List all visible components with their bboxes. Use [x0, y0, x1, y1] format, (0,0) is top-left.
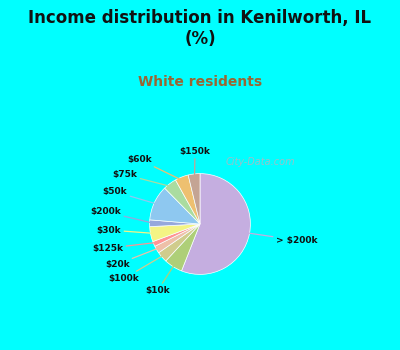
Wedge shape	[166, 224, 200, 271]
Text: City-Data.com: City-Data.com	[226, 156, 295, 167]
Wedge shape	[153, 224, 200, 246]
Text: > $200k: > $200k	[248, 233, 317, 245]
Text: $20k: $20k	[105, 248, 158, 269]
Text: $50k: $50k	[103, 187, 155, 204]
Wedge shape	[176, 175, 200, 224]
Wedge shape	[155, 224, 200, 253]
Text: White residents: White residents	[138, 75, 262, 89]
Text: $10k: $10k	[145, 266, 174, 295]
Wedge shape	[188, 174, 200, 224]
Text: $100k: $100k	[109, 256, 162, 283]
Wedge shape	[150, 220, 200, 227]
Wedge shape	[182, 174, 250, 274]
Wedge shape	[150, 224, 200, 241]
Text: $125k: $125k	[92, 243, 155, 253]
Wedge shape	[165, 180, 200, 224]
Wedge shape	[159, 224, 200, 261]
Text: Income distribution in Kenilworth, IL
(%): Income distribution in Kenilworth, IL (%…	[28, 9, 372, 48]
Text: $75k: $75k	[113, 170, 170, 186]
Text: $60k: $60k	[127, 155, 181, 180]
Text: $30k: $30k	[97, 225, 152, 234]
Text: $200k: $200k	[91, 208, 151, 223]
Wedge shape	[150, 188, 200, 224]
Text: $150k: $150k	[180, 147, 210, 175]
